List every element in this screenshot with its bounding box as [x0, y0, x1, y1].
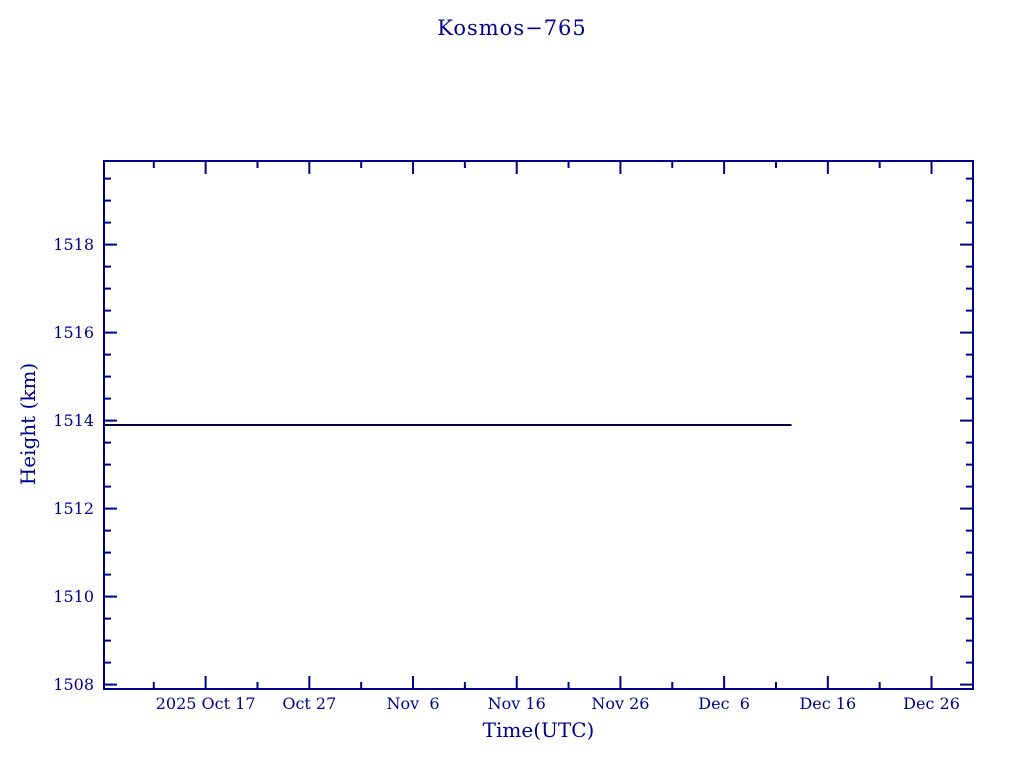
x-tick-label: Oct 27 — [282, 694, 337, 713]
y-tick-label: 1508 — [53, 674, 94, 694]
x-tick-label: Dec 6 — [698, 694, 750, 713]
chart-title: Kosmos−765 — [437, 16, 587, 40]
x-tick-label: 2025 Oct 17 — [155, 694, 256, 713]
x-tick-label: Nov 26 — [591, 694, 650, 713]
y-tick-label: 1516 — [53, 322, 94, 342]
y-tick-label: 1518 — [53, 234, 94, 254]
x-tick-label: Nov 16 — [487, 694, 546, 713]
y-tick-label: 1514 — [53, 410, 94, 430]
y-tick-label: 1510 — [53, 586, 94, 606]
x-tick-label: Dec 26 — [903, 694, 960, 713]
x-axis-title: Time(UTC) — [482, 718, 595, 742]
x-tick-label: Nov 6 — [386, 694, 440, 713]
x-tick-label: Dec 16 — [799, 694, 857, 713]
y-tick-label: 1512 — [53, 498, 94, 518]
